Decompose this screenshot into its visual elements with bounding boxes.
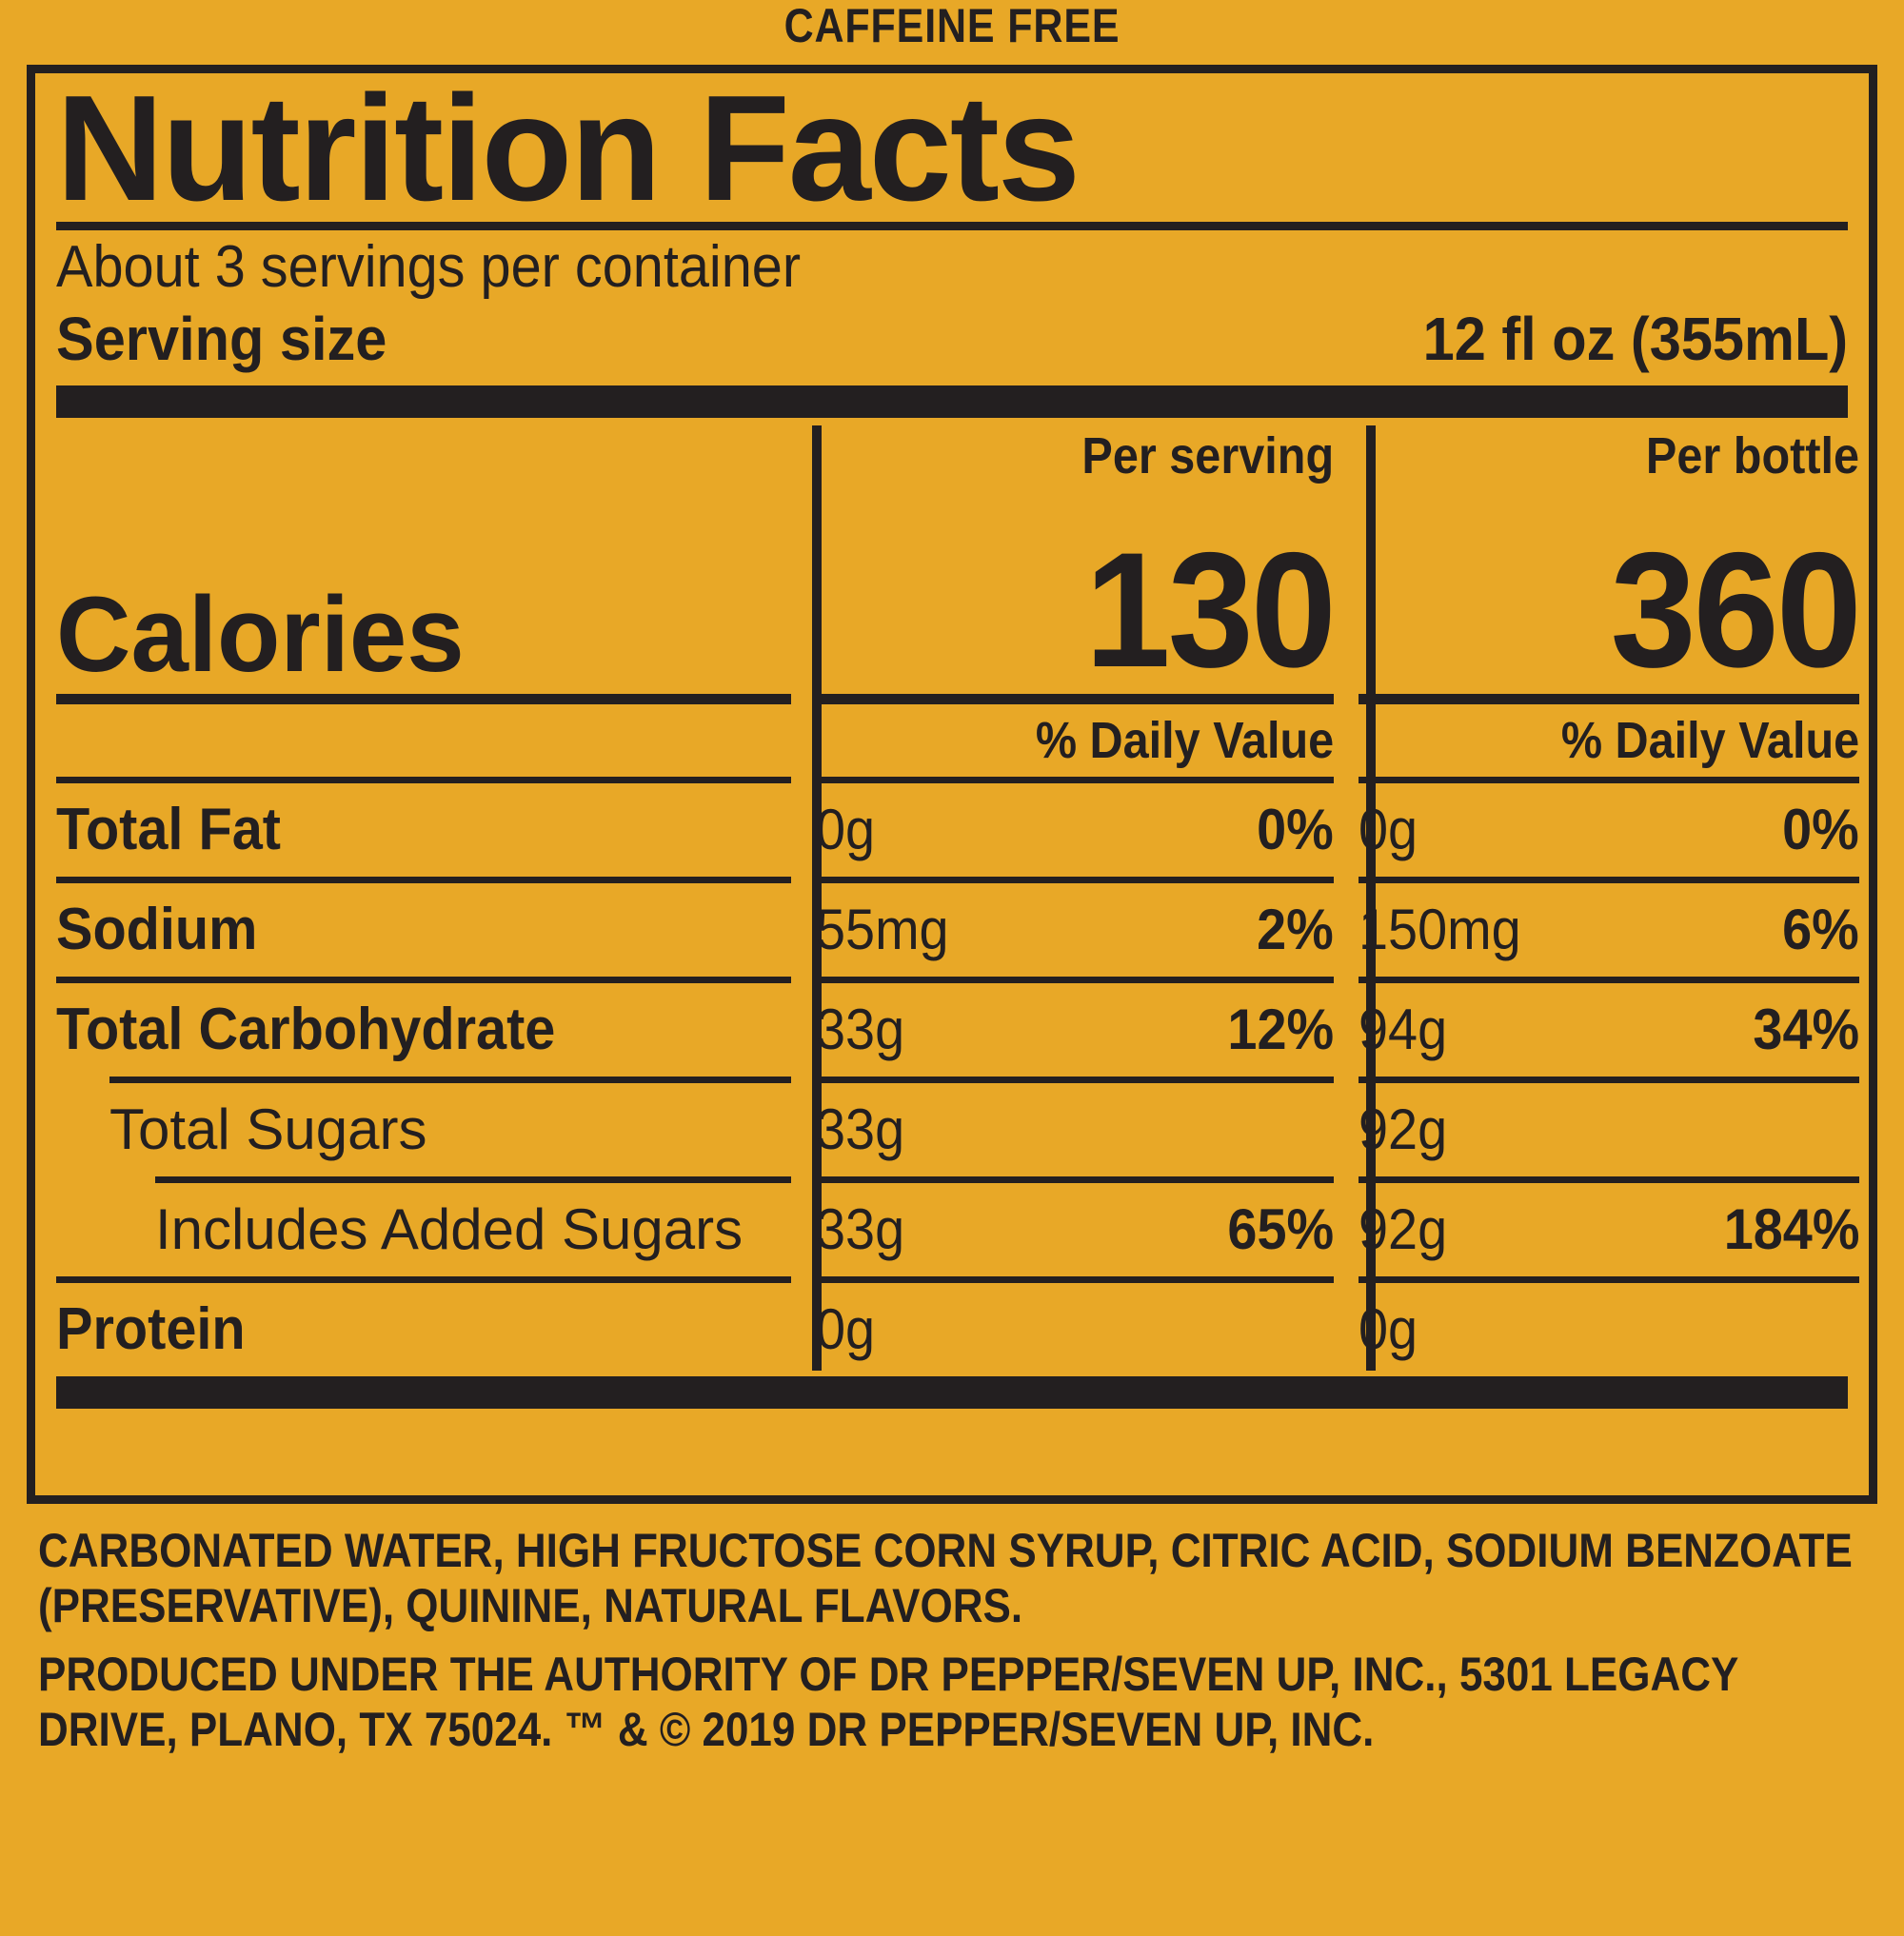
label-dv-spacer xyxy=(56,704,791,777)
nutrient-serving-values: 33g xyxy=(816,1083,1334,1176)
nutrient-amount: 33g xyxy=(816,998,905,1062)
nutrient-name-text: Total Sugars xyxy=(109,1097,427,1162)
nutrient-amount: 55mg xyxy=(816,898,949,962)
row-divider xyxy=(1359,776,1859,783)
nutrient-daily-value: 65% xyxy=(1227,1197,1334,1262)
nutrient-bottle-values: 94g 34% xyxy=(1359,983,1859,1077)
nutrition-bottom-bar xyxy=(56,1375,1848,1409)
per-bottle-daily-value-header: % Daily Value xyxy=(1560,711,1859,769)
row-divider xyxy=(56,976,791,983)
row-divider xyxy=(816,776,1334,783)
row-divider xyxy=(1359,1076,1859,1083)
per-serving-daily-value-header: % Daily Value xyxy=(1035,711,1334,769)
nutrient-amount: 33g xyxy=(816,1097,905,1162)
row-divider xyxy=(816,1175,1334,1183)
per-bottle-column: Per bottle 360 % Daily Value 0g 0% 150mg 6%… xyxy=(1334,418,1862,1376)
row-divider xyxy=(1359,1175,1859,1183)
row-divider xyxy=(1359,976,1859,983)
nutrient-bottle-values: 150mg 6% xyxy=(1359,883,1859,977)
caffeine-free-banner: CAFFEINE FREE xyxy=(783,0,1121,52)
nutrient-daily-value: 0% xyxy=(1257,798,1334,862)
nutrient-amount: 0g xyxy=(816,1297,876,1362)
per-serving-header: Per serving xyxy=(1081,426,1334,484)
row-divider xyxy=(816,976,1334,983)
serving-size-value: 12 fl oz (355mL) xyxy=(1422,305,1848,374)
nutrient-amount: 92g xyxy=(1359,1097,1448,1162)
nutrient-amount: 33g xyxy=(816,1197,905,1262)
row-divider xyxy=(155,1175,791,1183)
nutrient-bottle-values: 92g 184% xyxy=(1359,1183,1859,1276)
nutrition-body: Calories Total Fat Sodium Total Carbohydra… xyxy=(56,418,1862,1376)
calories-underline-serving xyxy=(816,693,1334,704)
nutrient-amount: 0g xyxy=(1359,798,1418,862)
column-divider-2 xyxy=(1366,425,1376,1371)
nutrient-name: Protein xyxy=(56,1283,791,1376)
nutrient-serving-values: 55mg 2% xyxy=(816,883,1334,977)
nutrient-name-text: Total Carbohydrate xyxy=(56,997,556,1063)
per-bottle-header: Per bottle xyxy=(1645,426,1859,484)
calories-label: Calories xyxy=(56,574,465,694)
nutrient-daily-value: 12% xyxy=(1227,998,1334,1062)
nutrient-amount: 92g xyxy=(1359,1197,1448,1262)
calories-per-serving-value: 130 xyxy=(1084,518,1337,701)
nutrient-bottle-values: 0g xyxy=(1359,1283,1859,1376)
nutrient-bottle-values: 0g 0% xyxy=(1359,783,1859,877)
nutrient-serving-values: 0g 0% xyxy=(816,783,1334,877)
nutrient-serving-rows: 0g 0% 55mg 2% 33g 12% 33g 33g 65% 0g xyxy=(816,776,1334,1376)
row-divider xyxy=(816,1076,1334,1083)
nutrient-label-rows: Total Fat Sodium Total Carbohydrate Total S… xyxy=(56,776,791,1376)
row-divider xyxy=(56,876,791,883)
nutrient-name-text: Sodium xyxy=(56,897,258,963)
serving-size-row: Serving size 12 fl oz (355mL) xyxy=(56,300,1848,385)
calories-per-bottle-value: 360 xyxy=(1610,518,1862,701)
ingredients-text: CARBONATED WATER, HIGH FRUCTOSE CORN SYR… xyxy=(38,1524,1853,1632)
row-divider xyxy=(816,876,1334,883)
serving-size-bottom-bar xyxy=(56,385,1848,418)
nutrient-serving-values: 33g 65% xyxy=(816,1183,1334,1276)
row-divider xyxy=(109,1076,791,1083)
serving-size-label: Serving size xyxy=(56,305,387,374)
calories-underline-bottle xyxy=(1359,693,1859,704)
nutrient-amount: 150mg xyxy=(1359,898,1521,962)
nutrition-facts-panel: Nutrition Facts About 3 servings per con… xyxy=(27,65,1877,1504)
legal-text: PRODUCED UNDER THE AUTHORITY OF DR PEPPE… xyxy=(38,1648,1738,1756)
nutrient-amount: 0g xyxy=(1359,1297,1418,1362)
row-divider xyxy=(56,1275,791,1283)
per-serving-column: Per serving 130 % Daily Value 0g 0% 55mg 2%… xyxy=(791,418,1337,1376)
nutrient-serving-values: 0g xyxy=(816,1283,1334,1376)
nutrient-name-text: Protein xyxy=(56,1296,246,1363)
label-column-header-spacer xyxy=(56,418,791,492)
label-column: Calories Total Fat Sodium Total Carbohydra… xyxy=(56,418,791,1376)
page-title: Nutrition Facts xyxy=(56,65,1081,232)
footer-text: CARBONATED WATER, HIGH FRUCTOSE CORN SYR… xyxy=(38,1523,1889,1757)
nutrient-daily-value: 6% xyxy=(1782,898,1859,962)
nutrient-name: Includes Added Sugars xyxy=(56,1183,791,1276)
nutrient-name: Sodium xyxy=(56,883,791,977)
nutrient-daily-value: 0% xyxy=(1782,798,1859,862)
row-divider xyxy=(816,1275,1334,1283)
nutrient-serving-values: 33g 12% xyxy=(816,983,1334,1077)
column-divider-1 xyxy=(812,425,822,1371)
row-divider xyxy=(1359,1275,1859,1283)
nutrient-amount: 94g xyxy=(1359,998,1448,1062)
servings-per-container: About 3 servings per container xyxy=(56,234,802,301)
nutrient-bottle-rows: 0g 0% 150mg 6% 94g 34% 92g 92g 184% 0g xyxy=(1359,776,1859,1376)
row-divider xyxy=(1359,876,1859,883)
nutrient-name: Total Fat xyxy=(56,783,791,877)
title-divider xyxy=(56,222,1848,231)
nutrient-daily-value: 34% xyxy=(1753,998,1859,1062)
row-divider xyxy=(56,776,791,783)
nutrient-name-text: Total Fat xyxy=(56,797,281,863)
nutrient-bottle-values: 92g xyxy=(1359,1083,1859,1176)
nutrient-amount: 0g xyxy=(816,798,876,862)
calories-underline-label xyxy=(56,693,791,704)
nutrient-daily-value: 2% xyxy=(1257,898,1334,962)
nutrient-name: Total Carbohydrate xyxy=(56,983,791,1077)
nutrient-name: Total Sugars xyxy=(56,1083,791,1176)
nutrient-name-text: Includes Added Sugars xyxy=(155,1197,744,1262)
nutrient-daily-value: 184% xyxy=(1723,1197,1859,1262)
